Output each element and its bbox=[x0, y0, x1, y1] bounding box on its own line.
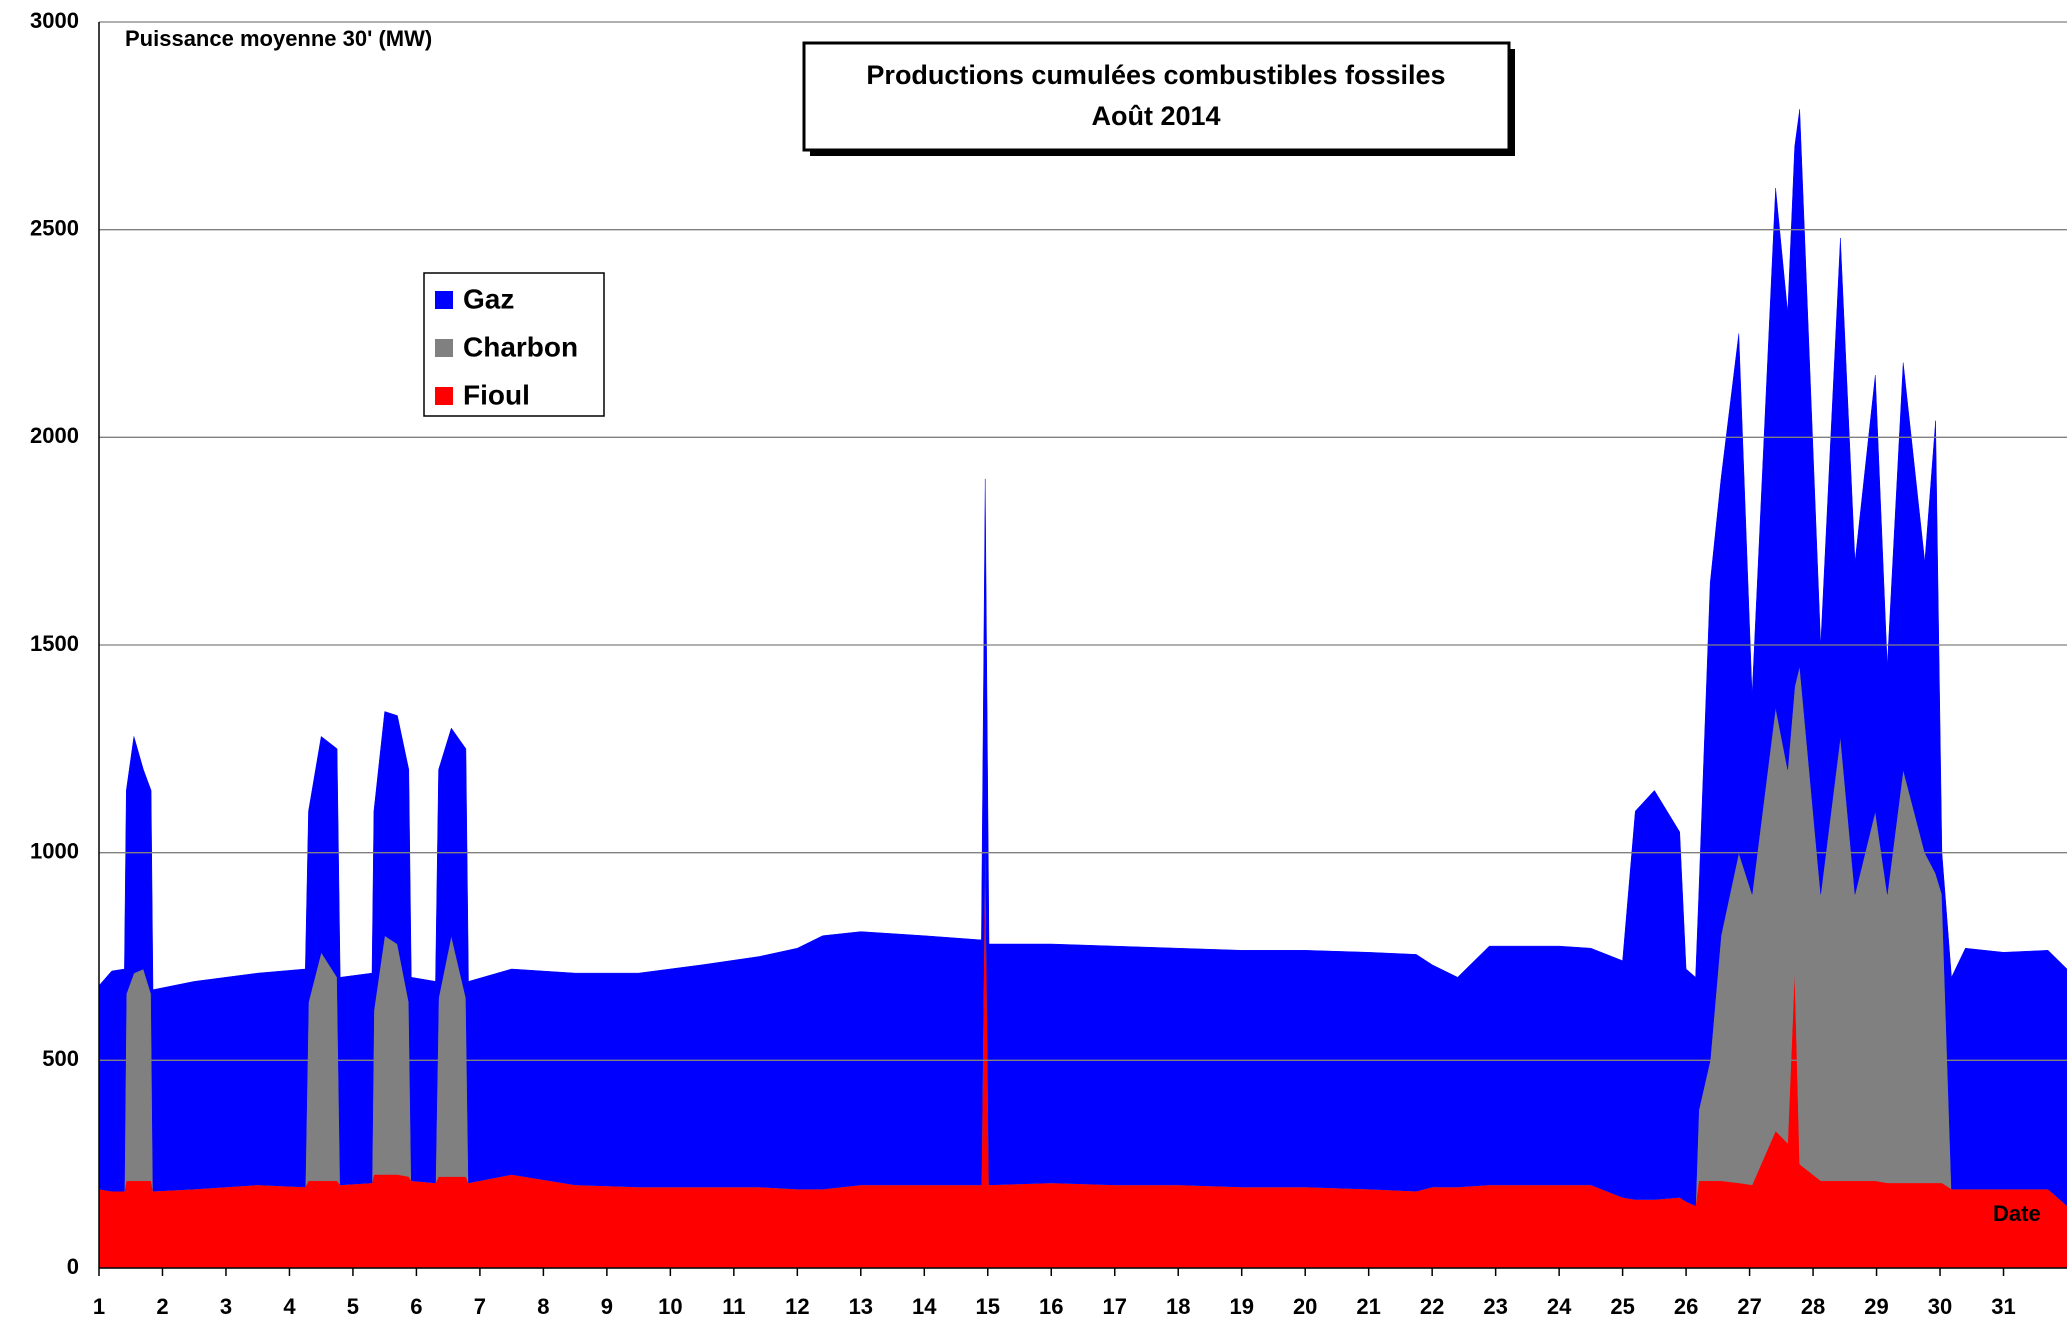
legend-swatch bbox=[435, 291, 453, 309]
x-tick-label: 18 bbox=[1166, 1294, 1190, 1319]
x-tick-label: 27 bbox=[1737, 1294, 1761, 1319]
x-tick-label: 1 bbox=[93, 1294, 105, 1319]
y-tick-label: 500 bbox=[42, 1046, 79, 1071]
x-tick-label: 7 bbox=[474, 1294, 486, 1319]
y-tick-label: 0 bbox=[67, 1254, 79, 1279]
legend-box bbox=[423, 272, 605, 417]
x-tick-label: 20 bbox=[1293, 1294, 1317, 1319]
x-tick-label: 11 bbox=[722, 1294, 745, 1319]
x-tick-label: 3 bbox=[220, 1294, 232, 1319]
x-tick-label: 26 bbox=[1674, 1294, 1698, 1319]
x-tick-label: 19 bbox=[1229, 1294, 1253, 1319]
x-tick-label: 30 bbox=[1928, 1294, 1952, 1319]
x-tick-label: 13 bbox=[849, 1294, 873, 1319]
y-axis-label: Puissance moyenne 30' (MW) bbox=[125, 26, 432, 51]
x-tick-label: 10 bbox=[658, 1294, 682, 1319]
legend-label: Fioul bbox=[463, 379, 530, 410]
x-tick-label: 12 bbox=[785, 1294, 809, 1319]
x-tick-label: 22 bbox=[1420, 1294, 1444, 1319]
x-tick-label: 5 bbox=[347, 1294, 359, 1319]
x-tick-label: 24 bbox=[1547, 1294, 1572, 1319]
x-tick-label: 21 bbox=[1356, 1294, 1380, 1319]
chart-title: Productions cumulées combustibles fossil… bbox=[866, 60, 1445, 90]
grid bbox=[99, 21, 2067, 1269]
x-axis-label: Date bbox=[1993, 1201, 2041, 1226]
x-tick-label: 2 bbox=[156, 1294, 168, 1319]
chart-subtitle: Août 2014 bbox=[1091, 101, 1220, 131]
legend-swatch bbox=[435, 387, 453, 405]
x-tick-label: 4 bbox=[283, 1294, 296, 1319]
legend-label: Gaz bbox=[463, 283, 514, 314]
y-tick-label: 1000 bbox=[30, 838, 79, 863]
x-tick-label: 15 bbox=[976, 1294, 1000, 1319]
x-tick-label: 31 bbox=[1991, 1294, 2015, 1319]
x-tick-label: 28 bbox=[1801, 1294, 1825, 1319]
legend-swatch bbox=[435, 339, 453, 357]
x-tick-label: 23 bbox=[1483, 1294, 1507, 1319]
area bbox=[98, 109, 2067, 1207]
x-tick-label: 17 bbox=[1102, 1294, 1126, 1319]
legend: Gaz Charbon Fioul bbox=[435, 283, 578, 410]
x-tick-label: 29 bbox=[1864, 1294, 1888, 1319]
x-tick-label: 8 bbox=[537, 1294, 549, 1319]
x-tick-label: 16 bbox=[1039, 1294, 1063, 1319]
title-box bbox=[802, 41, 1511, 152]
x-tick-label: 9 bbox=[601, 1294, 613, 1319]
x-tick-label: 25 bbox=[1610, 1294, 1634, 1319]
y-tick-label: 1500 bbox=[30, 631, 79, 656]
y-tick-label: 2500 bbox=[30, 215, 79, 240]
y-tick-label: 3000 bbox=[30, 8, 79, 33]
y-tick-label: 2000 bbox=[30, 423, 79, 448]
x-tick-label: 14 bbox=[912, 1294, 937, 1319]
x-tick-label: 6 bbox=[410, 1294, 422, 1319]
legend-label: Charbon bbox=[463, 331, 578, 362]
